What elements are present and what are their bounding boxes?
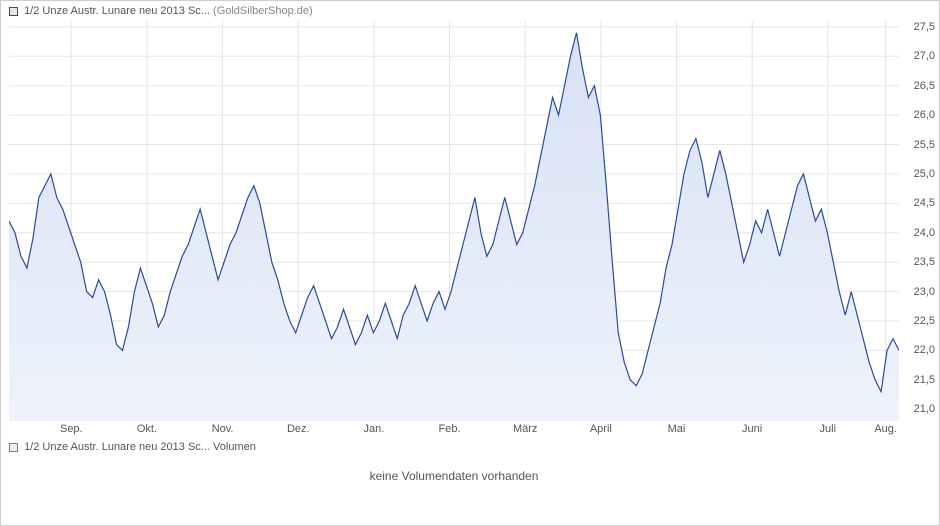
y-tick: 21,5 <box>914 374 935 386</box>
x-tick: Feb. <box>439 423 461 435</box>
price-chart: 21,021,522,022,523,023,524,024,525,025,5… <box>9 21 899 421</box>
y-tick: 21,0 <box>914 403 935 415</box>
volume-panel: 1/2 Unze Austr. Lunare neu 2013 Sc... Vo… <box>9 441 899 517</box>
volume-swatch <box>9 443 18 452</box>
y-tick: 24,5 <box>914 197 935 209</box>
x-tick: Aug. <box>874 423 897 435</box>
series-swatch <box>9 7 18 16</box>
y-tick: 24,0 <box>914 227 935 239</box>
x-tick: Jan. <box>363 423 384 435</box>
x-tick: Sep. <box>60 423 83 435</box>
x-tick: Mai <box>668 423 686 435</box>
no-volume-text: keine Volumendaten vorhanden <box>9 469 899 483</box>
y-tick: 22,5 <box>914 315 935 327</box>
x-axis: Sep. Okt. Nov. Dez. Jan. Feb. März April Mai Juni… <box>9 423 899 439</box>
y-tick: 22,0 <box>914 344 935 356</box>
x-tick: Juni <box>742 423 762 435</box>
y-axis: 21,0 21,5 22,0 22,5 23,0 23,5 24,0 24,5 25,0 25,5… <box>903 21 935 421</box>
y-tick: 23,0 <box>914 286 935 298</box>
series-source: (GoldSilberShop.de) <box>213 5 313 17</box>
volume-legend: 1/2 Unze Austr. Lunare neu 2013 Sc... Vo… <box>9 441 256 453</box>
x-tick: Dez. <box>287 423 310 435</box>
chart-legend: 1/2 Unze Austr. Lunare neu 2013 Sc... (G… <box>9 5 313 17</box>
y-tick: 26,5 <box>914 80 935 92</box>
series-label: 1/2 Unze Austr. Lunare neu 2013 Sc... <box>24 5 210 17</box>
chart-plot <box>9 21 899 421</box>
y-tick: 27,0 <box>914 50 935 62</box>
y-tick: 26,0 <box>914 109 935 121</box>
x-tick: Okt. <box>137 423 157 435</box>
volume-label: 1/2 Unze Austr. Lunare neu 2013 Sc... Vo… <box>24 441 256 453</box>
x-tick: März <box>513 423 537 435</box>
y-tick: 27,5 <box>914 21 935 33</box>
y-tick: 25,0 <box>914 168 935 180</box>
y-tick: 23,5 <box>914 256 935 268</box>
x-tick: Juli <box>820 423 837 435</box>
y-tick: 25,5 <box>914 139 935 151</box>
x-tick: April <box>590 423 612 435</box>
x-tick: Nov. <box>212 423 234 435</box>
